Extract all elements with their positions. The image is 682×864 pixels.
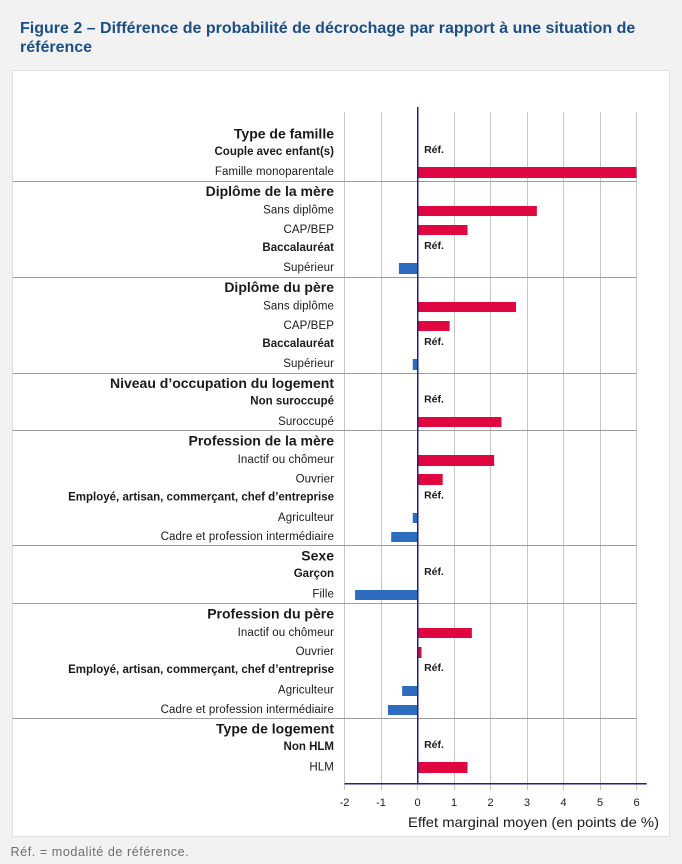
svg-text:0: 0 [414, 797, 420, 809]
svg-text:Agriculteur: Agriculteur [278, 685, 334, 697]
svg-text:Profession du père: Profession du père [207, 605, 334, 621]
svg-text:Réf.: Réf. [424, 393, 444, 405]
svg-text:Réf.: Réf. [424, 566, 444, 578]
svg-text:4: 4 [560, 797, 566, 809]
svg-text:Baccalauréat: Baccalauréat [262, 338, 334, 350]
svg-text:Cadre et profession intermédia: Cadre et profession intermédiaire [161, 704, 334, 716]
svg-text:Type de logement: Type de logement [216, 721, 334, 737]
svg-text:Réf.: Réf. [424, 336, 444, 348]
svg-text:Agriculteur: Agriculteur [278, 512, 334, 524]
svg-text:2: 2 [487, 797, 493, 809]
svg-text:HLM: HLM [309, 761, 334, 773]
svg-text:Réf.: Réf. [424, 662, 444, 674]
svg-text:Supérieur: Supérieur [283, 358, 334, 370]
svg-text:Sexe: Sexe [301, 548, 334, 564]
svg-text:Suroccupé: Suroccupé [278, 416, 334, 428]
svg-text:Profession de la mère: Profession de la mère [188, 433, 334, 449]
svg-text:Fille: Fille [312, 589, 334, 601]
svg-text:Niveau d’occupation du logemen: Niveau d’occupation du logement [110, 375, 334, 391]
svg-text:Couple avec enfant(s): Couple avec enfant(s) [215, 146, 335, 158]
svg-text:Réf.: Réf. [424, 240, 444, 252]
svg-text:Baccalauréat: Baccalauréat [262, 242, 334, 254]
svg-text:Employé, artisan, commerçant,: Employé, artisan, commerçant, chef d’ent… [68, 491, 334, 503]
svg-text:CAP/BEP: CAP/BEP [283, 320, 334, 332]
svg-text:Non HLM: Non HLM [284, 741, 334, 753]
svg-text:1: 1 [451, 797, 457, 809]
svg-text:Ouvrier: Ouvrier [296, 473, 334, 485]
svg-text:5: 5 [597, 797, 603, 809]
svg-text:6: 6 [633, 797, 639, 809]
svg-text:CAP/BEP: CAP/BEP [283, 224, 334, 236]
svg-text:Ouvrier: Ouvrier [296, 646, 334, 658]
svg-text:-2: -2 [340, 797, 350, 809]
svg-text:Supérieur: Supérieur [283, 262, 334, 274]
svg-text:Cadre et profession intermédia: Cadre et profession intermédiaire [161, 531, 334, 543]
svg-text:Inactif ou chômeur: Inactif ou chômeur [238, 454, 334, 466]
svg-text:Non suroccupé: Non suroccupé [250, 395, 334, 407]
svg-text:-1: -1 [376, 797, 386, 809]
svg-text:Sans diplôme: Sans diplôme [263, 301, 334, 313]
svg-text:Réf.: Réf. [424, 489, 444, 501]
svg-text:Réf.: Réf. [424, 144, 444, 156]
svg-text:Diplôme de la mère: Diplôme de la mère [206, 183, 335, 199]
svg-text:Réf.: Réf. [424, 739, 444, 751]
svg-text:3: 3 [524, 797, 530, 809]
svg-text:Inactif ou chômeur: Inactif ou chômeur [238, 627, 334, 639]
svg-text:Diplôme du père: Diplôme du père [224, 279, 334, 295]
svg-text:Sans diplôme: Sans diplôme [263, 205, 334, 217]
svg-text:Effet marginal moyen (en point: Effet marginal moyen (en points de %) [408, 814, 659, 830]
svg-text:Garçon: Garçon [294, 568, 334, 580]
svg-text:Famille monoparentale: Famille monoparentale [215, 166, 334, 178]
svg-text:Employé, artisan, commerçant,: Employé, artisan, commerçant, chef d’ent… [68, 664, 334, 676]
svg-text:Type de famille: Type de famille [234, 125, 334, 141]
